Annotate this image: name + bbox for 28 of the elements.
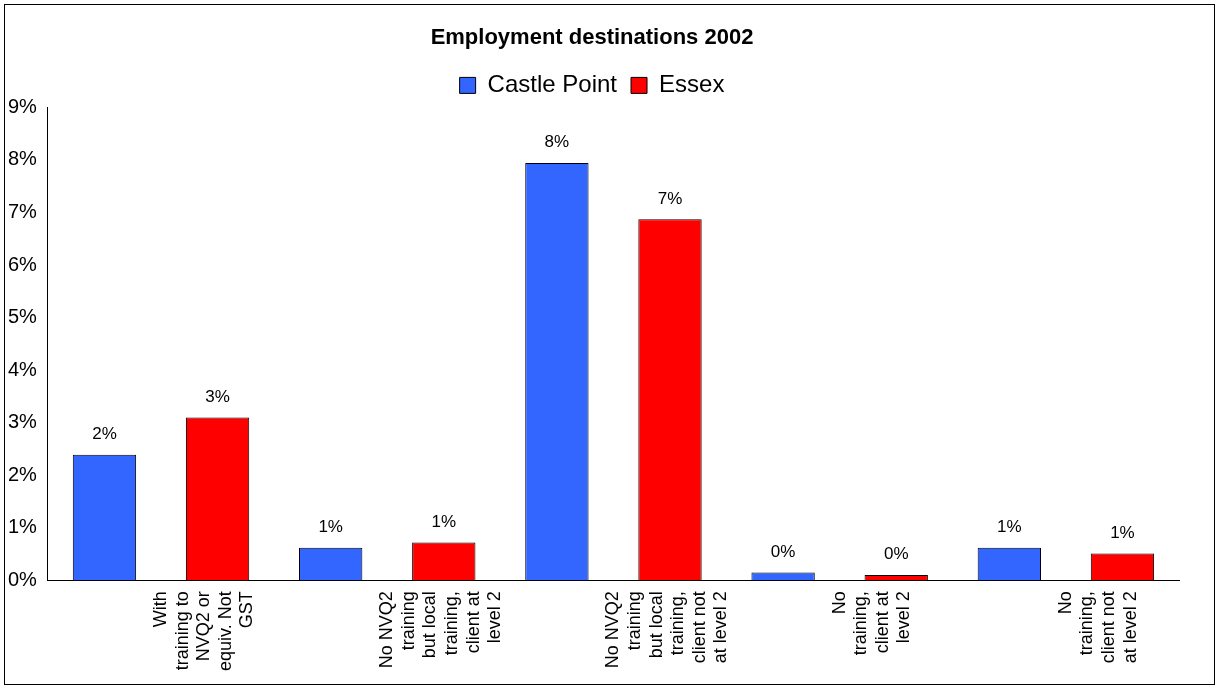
y-tick-label: 8% <box>8 147 38 170</box>
x-tick-label: No NVQ2 training but local training, client not at level 2 <box>602 591 731 669</box>
x-tick-label: With training to NVQ2 or equiv. Not GST <box>149 591 257 672</box>
x-tick-label: No NVQ2 training but local training, client at level 2 <box>376 591 505 669</box>
data-label: 7% <box>657 188 683 208</box>
y-tick-label: 5% <box>8 305 38 328</box>
y-tick-label: 1% <box>8 515 38 538</box>
data-label: 1% <box>431 511 457 531</box>
y-tick-label: 3% <box>8 410 38 433</box>
y-tick-label: 6% <box>8 252 38 275</box>
x-tick-label: No training, client not at level 2 <box>1054 591 1140 664</box>
data-label: 0% <box>770 541 796 561</box>
data-label: 1% <box>1110 522 1135 542</box>
data-label: 1% <box>997 516 1022 536</box>
x-tick-label: No training, client at level 2 <box>828 591 914 656</box>
y-tick-label: 0% <box>8 567 38 590</box>
y-tick-label: 4% <box>8 357 38 380</box>
chart-title: Employment destinations 2002 <box>430 24 754 50</box>
y-tick-label: 7% <box>8 200 38 222</box>
legend-label: Essex <box>659 70 725 98</box>
data-label: 8% <box>544 132 570 152</box>
data-label: 3% <box>205 386 230 406</box>
y-tick-label: 2% <box>8 462 38 485</box>
data-label: 1% <box>318 516 343 536</box>
data-label: 2% <box>92 423 117 443</box>
y-tick-label: 9% <box>8 94 38 117</box>
data-label: 0% <box>883 544 909 564</box>
legend-label: Castle Point <box>487 70 618 98</box>
